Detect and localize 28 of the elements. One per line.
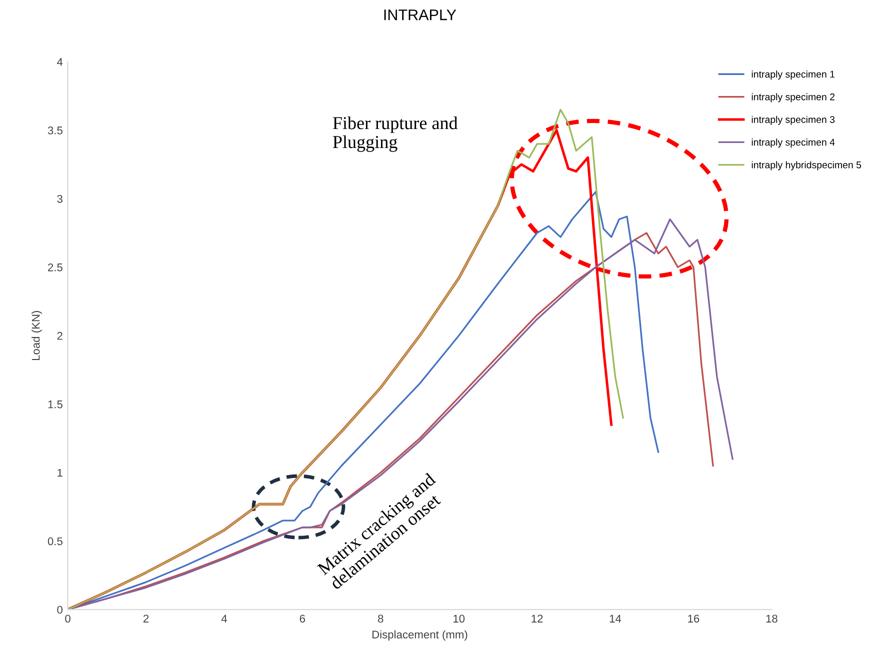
x-tick-label: 18	[766, 614, 778, 623]
y-tick-label: 4	[56, 58, 63, 66]
y-tick-label: 2	[57, 332, 62, 340]
x-tick-label: 4	[221, 614, 227, 622]
y-tick-label: 3.5	[48, 126, 62, 134]
x-axis-title: Displacement (mm)	[372, 630, 468, 641]
annotation: Fiber rupture and Plugging	[332, 116, 458, 152]
y-axis-title: Load (KN)	[32, 311, 42, 360]
legend-label: intraply hybridspecimen 5	[752, 161, 862, 170]
x-tick-label: 10	[454, 614, 465, 623]
y-tick-label: 2.5	[48, 263, 62, 272]
chart-title: INTRAPLY	[384, 10, 456, 20]
y-tick-label: 0.5	[48, 537, 62, 546]
x-tick-label: 12	[532, 614, 543, 622]
x-tick-label: 14	[610, 614, 622, 622]
y-tick-label: 3	[57, 194, 62, 203]
y-tick-label: 1.5	[48, 400, 62, 408]
y-tick-label: 1	[58, 468, 62, 477]
x-tick-label: 16	[688, 614, 700, 623]
legend-label: intraply specimen 1	[752, 70, 835, 80]
legend-label: intraply specimen 4	[752, 138, 835, 148]
x-tick-label: 8	[378, 614, 384, 623]
x-tick-label: 2	[143, 614, 149, 622]
x-tick-label: 0	[65, 614, 70, 623]
legend-label: intraply specimen 2	[752, 93, 835, 102]
x-tick-label: 6	[300, 614, 306, 623]
legend-label: intraply specimen 3	[752, 116, 835, 125]
y-tick-label: 0	[57, 606, 62, 614]
